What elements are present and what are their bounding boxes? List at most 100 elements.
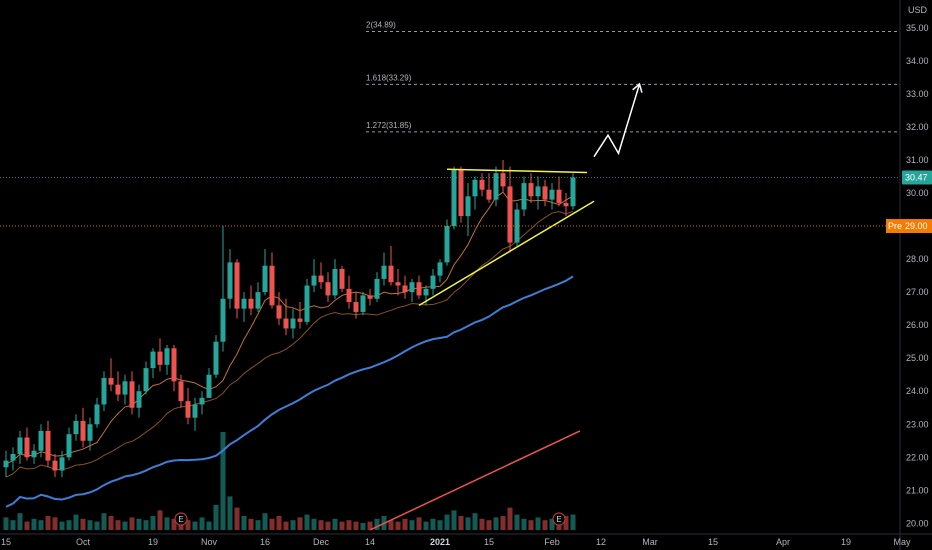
candle-body <box>45 430 51 461</box>
candle-body <box>521 183 527 210</box>
y-tick-label: 33.00 <box>906 89 929 99</box>
candle-body <box>297 318 303 322</box>
candle-body <box>241 298 247 309</box>
candle-body <box>276 305 282 319</box>
volume-bar <box>556 521 562 530</box>
candle-body <box>31 450 37 458</box>
candle-body <box>80 420 86 441</box>
volume-bar <box>472 513 478 530</box>
volume-bar <box>563 516 569 530</box>
candle-body <box>325 282 331 296</box>
premarket-prefix-label: Pre <box>888 221 902 231</box>
candle-body <box>234 262 240 309</box>
candle-body <box>87 424 93 441</box>
candle-body <box>192 404 198 418</box>
time-axis[interactable]: 15 Oct 19 Nov 16 Dec 14 2021 15 Feb 12 Mar 15 Apr 19 Ma… <box>0 533 932 547</box>
ma-long-line <box>5 275 574 508</box>
volume-bar <box>227 496 233 530</box>
volume-bar <box>290 520 296 530</box>
volume-bar <box>248 518 254 530</box>
y-tick-label: 27.00 <box>906 287 929 297</box>
volume-bar <box>17 513 23 530</box>
trend-drawings <box>418 82 643 306</box>
x-tick-label: Oct <box>76 537 91 547</box>
x-tick-label: Mar <box>642 537 658 547</box>
volume-bar <box>164 517 170 530</box>
premarket-price-tag <box>902 219 932 234</box>
candle-body <box>304 285 310 322</box>
volume-bar <box>94 521 100 530</box>
candle-body <box>339 269 345 289</box>
volume-bar <box>143 520 149 530</box>
volume-bar <box>423 521 429 530</box>
candle-body <box>122 381 128 395</box>
candle-body <box>458 169 464 217</box>
volume-bar <box>325 521 331 530</box>
volume-bar <box>444 514 450 530</box>
candle-body <box>451 169 457 227</box>
x-tick-label: 16 <box>260 537 270 547</box>
candle-body <box>213 341 219 375</box>
candle-body <box>444 226 450 263</box>
volume-bar <box>521 518 527 530</box>
candle-body <box>171 348 177 382</box>
candle-body <box>206 374 212 398</box>
volume-bar <box>542 520 548 530</box>
candle-body <box>178 381 184 402</box>
volume-bar <box>283 521 289 530</box>
candle-body <box>472 179 478 197</box>
volume-bar <box>276 516 282 530</box>
volume-bar <box>45 516 51 530</box>
volume-bar <box>80 518 86 530</box>
candle-body <box>549 189 555 200</box>
projection-arrowhead <box>632 82 643 93</box>
x-tick-label: Apr <box>776 537 790 547</box>
y-tick-label: 24.00 <box>906 386 929 396</box>
candle-body <box>318 275 324 283</box>
candle-body <box>17 437 23 455</box>
candle-body <box>3 460 9 468</box>
volume-bar <box>353 521 359 530</box>
volume-bar <box>332 518 338 530</box>
volume-bar <box>402 518 408 530</box>
candle-body <box>129 381 135 408</box>
volume-bar <box>122 521 128 530</box>
candle-body <box>486 189 492 200</box>
volume-bar <box>241 516 247 530</box>
volume-bar <box>465 517 471 530</box>
candle-body <box>353 302 359 312</box>
volume-bar <box>430 518 436 530</box>
candle-body <box>374 278 380 299</box>
volume-bar <box>570 514 576 530</box>
volume-bar <box>59 521 65 530</box>
candle-body <box>402 285 408 293</box>
candle-body <box>507 186 513 243</box>
y-tick-label: 35.00 <box>906 23 929 33</box>
volume-bar <box>507 507 513 530</box>
ma-slow-rising-line <box>369 430 581 531</box>
price-axis[interactable]: USD 20.00 21.00 22.00 23.00 24.00 25.00 26.00 27… <box>886 0 932 550</box>
earnings-marker-icon <box>174 512 188 526</box>
candle-body <box>283 318 289 329</box>
earnings-marker-label: E <box>556 515 561 524</box>
fib-level-label: 1.618(33.29) <box>366 73 412 82</box>
candle-body <box>465 196 471 217</box>
candle-body <box>395 282 401 286</box>
premarket-price-value: 29.00 <box>905 221 928 231</box>
volume-bar <box>367 521 373 530</box>
candle-body <box>199 397 205 405</box>
candle-body <box>493 173 499 200</box>
volume-bar <box>500 516 506 530</box>
volume-bar <box>374 518 380 530</box>
candle-body <box>528 183 534 197</box>
volume-bar <box>108 516 114 530</box>
candle-body <box>248 298 254 309</box>
y-tick-label: 32.00 <box>906 122 929 132</box>
candle-body <box>290 318 296 329</box>
volume-bar <box>129 517 135 530</box>
volume-bar <box>297 517 303 530</box>
candle-body <box>52 460 58 471</box>
candle-body <box>311 275 317 286</box>
resistance-trendline <box>446 168 588 174</box>
